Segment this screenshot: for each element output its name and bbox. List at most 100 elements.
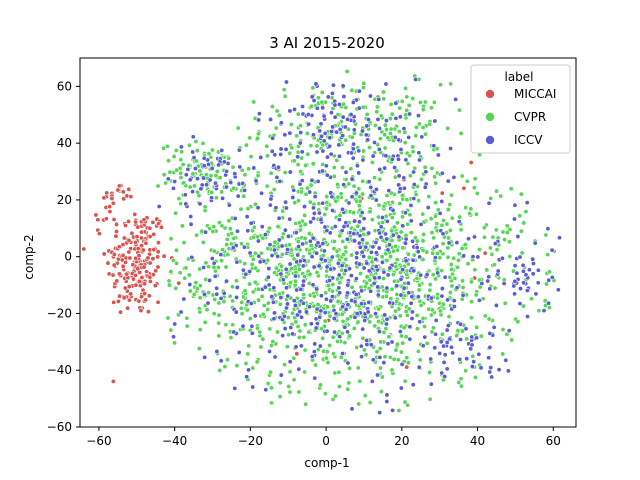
scatter-point: [216, 333, 222, 339]
scatter-point: [394, 257, 400, 263]
scatter-point: [168, 269, 174, 275]
scatter-point: [344, 236, 350, 242]
scatter-point: [228, 179, 234, 185]
scatter-point: [322, 211, 328, 217]
scatter-point: [385, 135, 391, 141]
scatter-point: [481, 225, 487, 231]
scatter-point: [107, 204, 113, 210]
scatter-point: [448, 344, 454, 350]
scatter-point: [178, 170, 184, 176]
scatter-point: [266, 282, 272, 288]
y-tick-label: 20: [57, 193, 72, 207]
scatter-point: [115, 298, 121, 304]
scatter-point: [546, 269, 552, 275]
scatter-point: [366, 179, 372, 185]
scatter-point: [530, 261, 536, 267]
scatter-point: [110, 200, 116, 206]
scatter-point: [227, 226, 233, 232]
scatter-point: [343, 169, 349, 175]
scatter-point: [234, 363, 240, 369]
scatter-point: [383, 231, 389, 237]
scatter-point: [305, 112, 311, 118]
scatter-point: [376, 275, 382, 281]
scatter-point: [377, 176, 383, 182]
scatter-point: [328, 110, 334, 116]
scatter-point: [389, 228, 395, 234]
scatter-point: [273, 265, 279, 271]
scatter-point: [441, 359, 447, 365]
scatter-point: [411, 268, 417, 274]
scatter-point: [500, 327, 506, 333]
scatter-point: [211, 260, 217, 266]
scatter-point: [398, 229, 404, 235]
scatter-point: [458, 376, 464, 382]
scatter-point: [277, 394, 283, 400]
scatter-point: [512, 202, 518, 208]
scatter-point: [114, 229, 120, 235]
scatter-point: [488, 365, 494, 371]
scatter-point: [462, 242, 468, 248]
scatter-point: [390, 407, 396, 413]
scatter-point: [359, 210, 365, 216]
scatter-point: [442, 274, 448, 280]
scatter-point: [392, 165, 398, 171]
scatter-point: [365, 137, 371, 143]
scatter-point: [397, 329, 403, 335]
scatter-point: [281, 87, 287, 93]
scatter-point: [382, 354, 388, 360]
scatter-point: [403, 85, 409, 91]
scatter-point: [343, 105, 349, 111]
scatter-point: [365, 117, 371, 123]
scatter-point: [380, 215, 386, 221]
scatter-point: [93, 212, 99, 218]
scatter-point: [182, 192, 188, 198]
scatter-point: [486, 316, 492, 322]
scatter-point: [511, 216, 517, 222]
scatter-point: [328, 266, 334, 272]
scatter-point: [373, 311, 379, 317]
scatter-point: [378, 389, 384, 395]
scatter-point: [379, 259, 385, 265]
scatter-point: [428, 105, 434, 111]
scatter-point: [371, 280, 377, 286]
scatter-point: [435, 295, 441, 301]
scatter-point: [279, 251, 285, 257]
plot-frame: [79, 57, 577, 428]
scatter-point: [297, 328, 303, 334]
scatter-point: [197, 327, 203, 333]
scatter-point: [457, 356, 463, 362]
scatter-point: [420, 256, 426, 262]
scatter-point: [247, 250, 253, 256]
scatter-point: [302, 236, 308, 242]
scatter-point: [226, 155, 232, 161]
scatter-point: [287, 130, 293, 136]
scatter-point: [156, 221, 162, 227]
scatter-point: [265, 381, 271, 387]
scatter-point: [372, 175, 378, 181]
scatter-point: [166, 278, 172, 284]
scatter-point: [224, 168, 230, 174]
scatter-point: [280, 333, 286, 339]
scatter-point: [283, 79, 289, 85]
scatter-point: [416, 150, 422, 156]
scatter-point: [297, 258, 303, 264]
scatter-point: [138, 308, 144, 314]
scatter-point: [171, 334, 177, 340]
x-axis-ticks: −60 −40 −20 0 20 40 60: [86, 427, 561, 448]
scatter-point: [314, 149, 320, 155]
scatter-point: [521, 220, 527, 226]
scatter-point: [385, 247, 391, 253]
scatter-point: [408, 230, 414, 236]
scatter-point: [519, 250, 525, 256]
scatter-point: [446, 235, 452, 241]
scatter-point: [320, 200, 326, 206]
scatter-point: [376, 306, 382, 312]
scatter-point: [342, 324, 348, 330]
scatter-point: [126, 249, 132, 255]
scatter-point: [309, 177, 315, 183]
scatter-point: [386, 334, 392, 340]
scatter-point: [360, 191, 366, 197]
scatter-point: [374, 104, 380, 110]
scatter-point: [430, 250, 436, 256]
scatter-point: [439, 198, 445, 204]
